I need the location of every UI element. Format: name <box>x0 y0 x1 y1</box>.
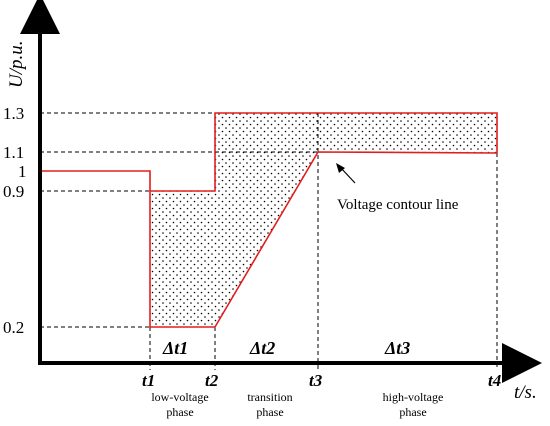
y-axis-label: U/p.u. <box>6 41 27 89</box>
voltage-contour-annotation: Voltage contour line <box>337 197 459 213</box>
time-mark-t3: t3 <box>309 371 323 390</box>
phase-label-high: high-voltage <box>383 390 444 404</box>
time-mark-t1: t1 <box>142 371 155 390</box>
phase-label-transition: transition <box>247 390 292 404</box>
phase-label-low: phase <box>166 405 193 419</box>
y-tick-label: 0.9 <box>3 182 24 201</box>
high-voltage-region <box>318 113 497 153</box>
interval-label-dt1: Δt1 <box>162 338 188 358</box>
time-mark-t4: t4 <box>488 371 501 390</box>
upper-contour-line <box>150 112 498 192</box>
low-voltage-region <box>150 191 215 327</box>
interval-label-dt3: Δt3 <box>384 338 410 358</box>
y-tick-label: 1 <box>18 162 27 181</box>
y-tick-label: 1.1 <box>3 143 24 162</box>
interval-label-dt2: Δt2 <box>249 338 275 358</box>
time-mark-t2: t2 <box>205 371 219 390</box>
phase-label-high: phase <box>399 405 426 419</box>
phase-label-low: low-voltage <box>151 390 208 404</box>
annotation-arrowhead <box>336 163 345 173</box>
y-tick-label: 1.3 <box>3 104 24 123</box>
lower-contour-line <box>40 151 498 328</box>
transition-region <box>215 113 318 327</box>
y-tick-label: 0.2 <box>3 318 24 337</box>
phase-label-transition: phase <box>256 405 283 419</box>
x-axis-label: t/s. <box>514 382 537 403</box>
